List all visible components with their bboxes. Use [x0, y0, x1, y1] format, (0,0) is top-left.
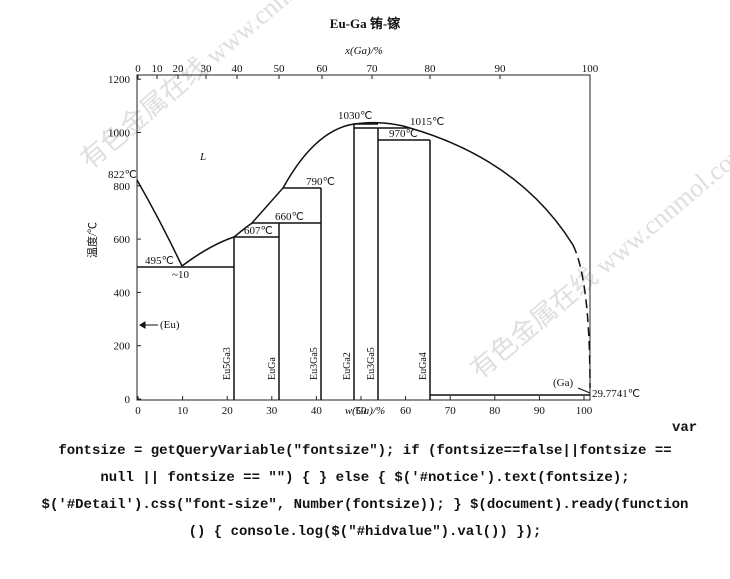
top-tick-label: 60	[317, 63, 329, 75]
compounds	[233, 124, 431, 400]
code-line: fontsize = getQueryVariable("fontsize");…	[58, 443, 672, 459]
top-tick-label: 100	[582, 63, 599, 75]
phase-label: EuGa4	[418, 352, 429, 380]
title: Eu-Ga 铕-镓	[330, 16, 401, 31]
left-tick-label: 200	[114, 341, 131, 353]
arrow	[577, 387, 591, 394]
isotherms	[137, 123, 590, 396]
region-label: (Eu)	[160, 319, 180, 331]
bottom-tick-label: 20	[222, 405, 234, 417]
temperature-label: 790℃	[306, 176, 335, 188]
top-tick-label: 0	[135, 63, 141, 75]
bottom-tick-label: 70	[445, 405, 457, 417]
temperature-label: 29.7741℃	[592, 388, 640, 400]
code-line: () { console.log($("#hidvalue").val()) }…	[188, 524, 542, 540]
temperature-label: 495℃	[145, 255, 174, 267]
left-tick-label: 1000	[108, 128, 131, 140]
temperature-label: 660℃	[275, 211, 304, 223]
top-tick-label: 30	[201, 63, 213, 75]
left-tick-label: 400	[114, 287, 131, 299]
left-tick-label: 600	[114, 234, 131, 246]
temperature-label: 970℃	[389, 128, 418, 140]
watermark-text: 有色金属在线 www.cnnmol.com	[75, 0, 364, 175]
liquidus	[181, 121, 574, 267]
top-tick-label: 20	[173, 63, 185, 75]
phase-label: Eu3Ga5	[366, 347, 377, 380]
bottom-tick-label: 0	[135, 405, 141, 417]
code-line: $('#Detail').css("font-size", Number(fon…	[41, 497, 689, 513]
left-tick-label: 800	[114, 181, 131, 193]
bottom-tick-label: 60	[400, 405, 412, 417]
frame	[136, 74, 591, 401]
code-line: var	[672, 420, 698, 436]
top-axis-label: x(Ga)/%	[344, 45, 383, 57]
bottom-tick-label: 40	[311, 405, 323, 417]
temperature-label: 1030℃	[338, 110, 372, 122]
bottom-axis-label: w(Ga)/%	[345, 405, 385, 417]
temperature-label: 1015℃	[410, 116, 444, 128]
phase-label: Eu3Ga5	[309, 347, 320, 380]
top-tick-label: 80	[425, 63, 437, 75]
left-tick-label: 1200	[108, 74, 131, 86]
code-line: null || fontsize == "") { } else { $('#n…	[100, 470, 630, 486]
bottom-tick-label: 100	[576, 405, 593, 417]
left-axis-label: 温度/℃	[85, 222, 99, 258]
top-tick-label: 70	[367, 63, 379, 75]
top-tick-label: 50	[274, 63, 286, 75]
top-tick-label: 90	[495, 63, 507, 75]
bottom-tick-label: 10	[177, 405, 189, 417]
region-label: L	[199, 151, 206, 163]
arrow-head	[139, 321, 146, 329]
region-label: (Ga)	[553, 377, 573, 389]
temperature-label: 607℃	[244, 225, 273, 237]
top-tick-label: 40	[232, 63, 244, 75]
top-tick-label: 10	[152, 63, 164, 75]
phase-lines	[136, 121, 591, 400]
temperature-label: 822℃	[108, 169, 137, 181]
phase-label: EuGa2	[342, 352, 353, 380]
bottom-tick-label: 30	[266, 405, 278, 417]
phase-labels: Eu5Ga3 EuGa Eu3Ga5 EuGa2 Eu3Ga5 EuGa4	[222, 347, 429, 380]
bottom-tick-label: 90	[534, 405, 546, 417]
liquidus	[136, 179, 183, 267]
bottom-tick-label: 80	[489, 405, 501, 417]
phase-label: EuGa	[267, 357, 278, 380]
phase-label: Eu5Ga3	[222, 347, 233, 380]
temperature-label: ~10	[172, 269, 189, 281]
left-tick-label: 0	[125, 394, 131, 406]
phase-diagram: 有色金属在线 www.cnnmol.com 有色金属在线 www.cnnmol.…	[75, 0, 730, 433]
bottom-tick-label: 50	[356, 405, 368, 417]
